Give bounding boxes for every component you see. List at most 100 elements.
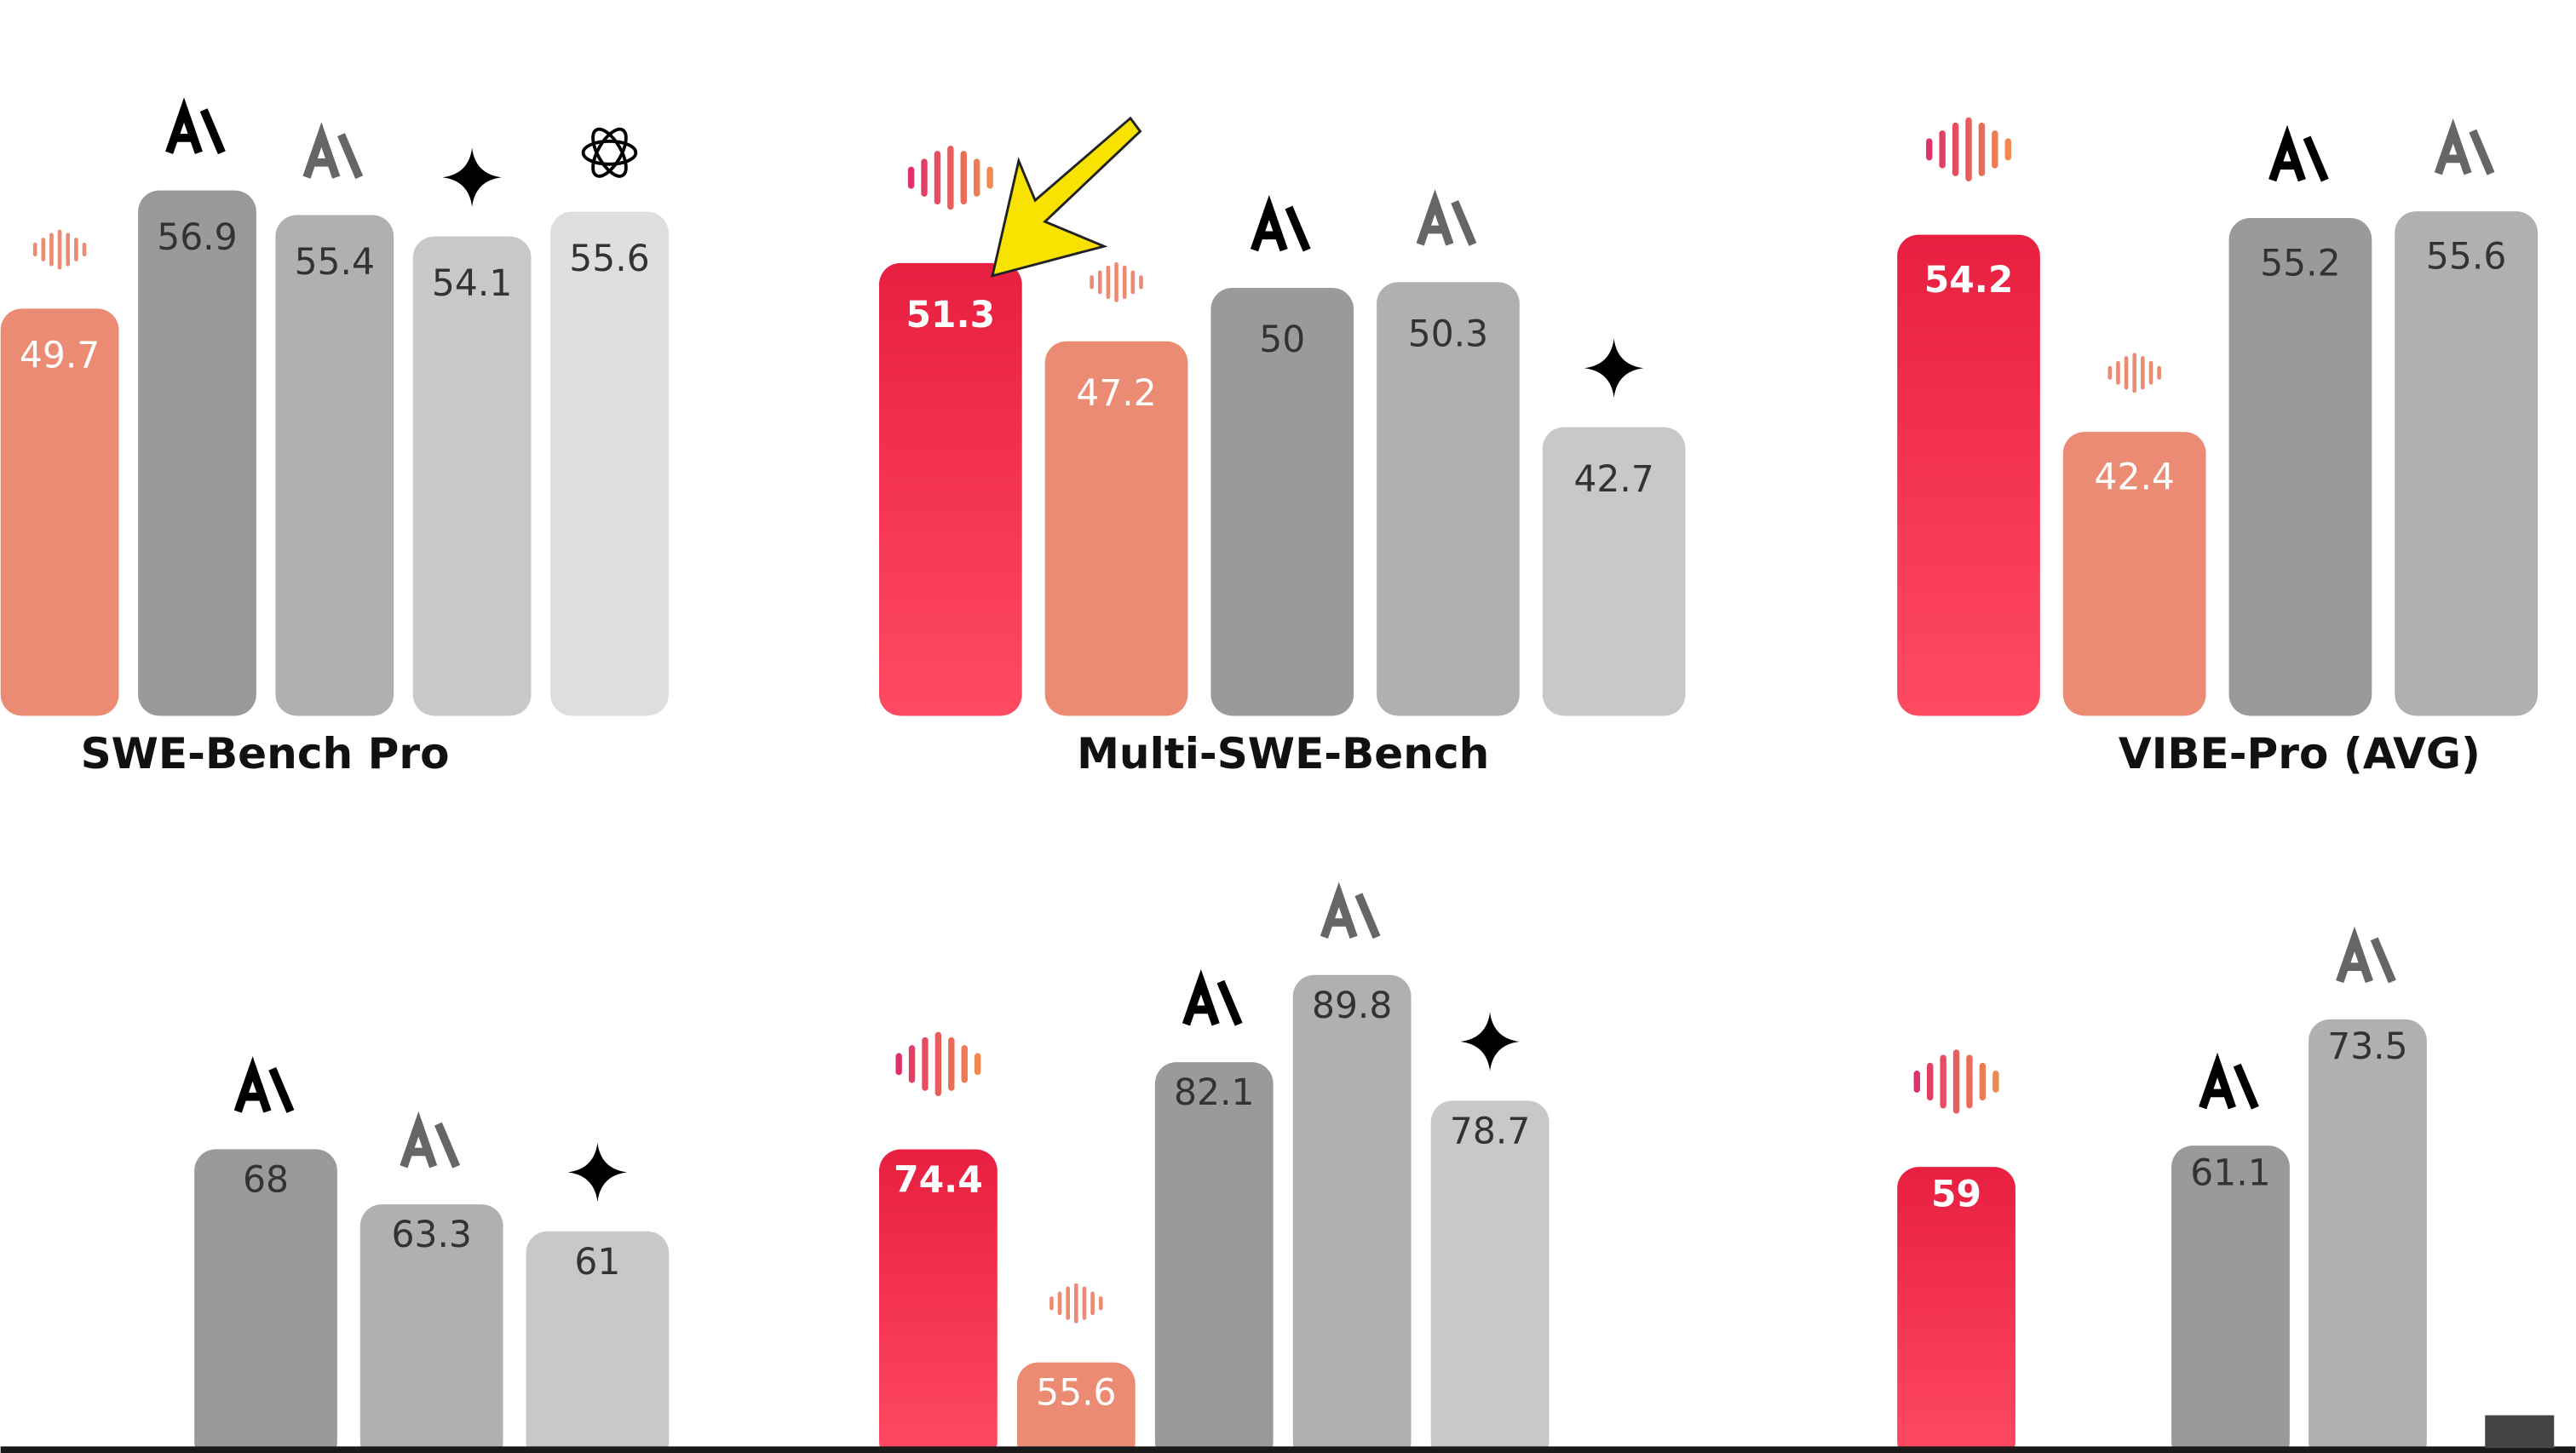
- wave-logo: [895, 1031, 981, 1096]
- logo-icon: [2268, 124, 2329, 182]
- wave-logo: [1090, 261, 1143, 302]
- logo-icon: [2434, 118, 2495, 175]
- logo-icon: [2199, 1052, 2259, 1110]
- anthropic-logo: [1250, 194, 1311, 252]
- bar: [1542, 427, 1686, 716]
- bar: [1210, 288, 1354, 716]
- bar: [1292, 974, 1412, 1453]
- bar: [0, 308, 119, 716]
- star-logo: [1460, 1012, 1520, 1071]
- value-label: 73.5: [2327, 1025, 2407, 1067]
- logo-icon: [1182, 968, 1243, 1026]
- bar: [1897, 234, 2040, 716]
- logo-icon: [2336, 926, 2396, 984]
- logo-icon: [1584, 338, 1644, 398]
- chart-title: VIBE-Pro (AVG): [2119, 728, 2481, 778]
- logo-icon: [581, 127, 638, 178]
- value-label: 47.2: [1076, 372, 1156, 414]
- logo-icon: [907, 146, 993, 210]
- logo-icon: [442, 147, 502, 207]
- value-label: 55.4: [295, 241, 375, 283]
- wave-logo: [2107, 353, 2161, 393]
- star-logo: [1584, 338, 1644, 398]
- value-label: 61.1: [2190, 1151, 2270, 1193]
- value-label: 55.2: [2260, 242, 2340, 284]
- wave-logo: [1913, 1049, 1999, 1114]
- value-label: 51.3: [906, 294, 996, 336]
- logo-icon: [2107, 353, 2161, 393]
- value-label: 59: [1931, 1173, 1981, 1215]
- chart-title: SWE-Bench Pro: [81, 728, 450, 778]
- bar: [526, 1231, 670, 1453]
- logo-icon: [1926, 117, 2011, 182]
- bar: [1154, 1062, 1274, 1453]
- value-label: 56.9: [157, 216, 237, 258]
- logo-icon: [233, 1056, 295, 1113]
- value-label: 50.3: [1408, 313, 1488, 354]
- bars-layer: SWE-Bench Pro 49.7 56.9 55.4 54.1 55.6 Multi-S…: [0, 97, 2538, 1453]
- bar: [879, 1149, 998, 1453]
- value-label: 82.1: [1174, 1071, 1254, 1113]
- value-label: 55.6: [2426, 236, 2506, 278]
- logo-icon: [32, 229, 87, 270]
- logo-icon: [1049, 1283, 1103, 1324]
- anthropic-logo: [2434, 118, 2495, 175]
- anthropic-logo: [1416, 189, 1477, 246]
- logo-icon: [1250, 194, 1311, 252]
- bottom-edge: [0, 1446, 2576, 1453]
- bar: [1044, 341, 1188, 716]
- bar: [2062, 432, 2206, 716]
- anthropic-logo: [2199, 1052, 2259, 1110]
- bar: [194, 1149, 337, 1453]
- star-logo: [567, 1142, 628, 1203]
- bar: [138, 190, 256, 716]
- wave-logo: [907, 146, 993, 210]
- anthropic-logo: [1182, 968, 1243, 1026]
- chart-title: Multi-SWE-Bench: [1077, 728, 1489, 778]
- value-label: 89.8: [1312, 985, 1392, 1026]
- bar: [2395, 211, 2538, 716]
- value-label: 54.2: [1924, 259, 2014, 301]
- value-label: 68: [243, 1158, 289, 1200]
- value-label: 50: [1259, 319, 1305, 360]
- anthropic-logo: [1320, 882, 1381, 939]
- value-label: 78.7: [1450, 1110, 1530, 1151]
- wave-logo: [32, 229, 87, 270]
- corner-badge: [2485, 1415, 2555, 1449]
- bar: [1377, 282, 1520, 716]
- bar: [2309, 1019, 2427, 1453]
- bar: [412, 236, 532, 716]
- bar: [1430, 1100, 1550, 1453]
- logo-icon: [1320, 882, 1381, 939]
- bar: [1016, 1362, 1136, 1453]
- bar: [359, 1204, 503, 1453]
- anthropic-logo: [233, 1056, 295, 1113]
- logo-icon: [1913, 1049, 1999, 1114]
- bar: [550, 211, 669, 716]
- logo-icon: [895, 1031, 981, 1096]
- openai-logo: [581, 139, 638, 166]
- anthropic-logo: [302, 122, 364, 180]
- bar: [1897, 1167, 2015, 1453]
- bar: [2228, 217, 2372, 716]
- logo-icon: [165, 97, 226, 155]
- bar: [2171, 1146, 2290, 1453]
- logo-icon: [302, 122, 364, 180]
- arrow-annotation: [991, 116, 1142, 278]
- logo-icon: [1460, 1012, 1520, 1071]
- value-label: 49.7: [20, 335, 100, 376]
- value-label: 42.7: [1573, 458, 1653, 500]
- bar: [275, 215, 394, 716]
- anthropic-logo: [400, 1111, 461, 1169]
- value-label: 55.6: [1036, 1372, 1116, 1414]
- anthropic-logo: [2336, 926, 2396, 984]
- value-label: 55.6: [569, 238, 649, 279]
- openai-logo: [591, 127, 628, 178]
- star-logo: [442, 147, 502, 207]
- value-label: 63.3: [392, 1214, 472, 1255]
- value-label: 42.4: [2095, 457, 2175, 498]
- value-label: 54.1: [432, 262, 512, 304]
- wave-logo: [1926, 117, 2011, 182]
